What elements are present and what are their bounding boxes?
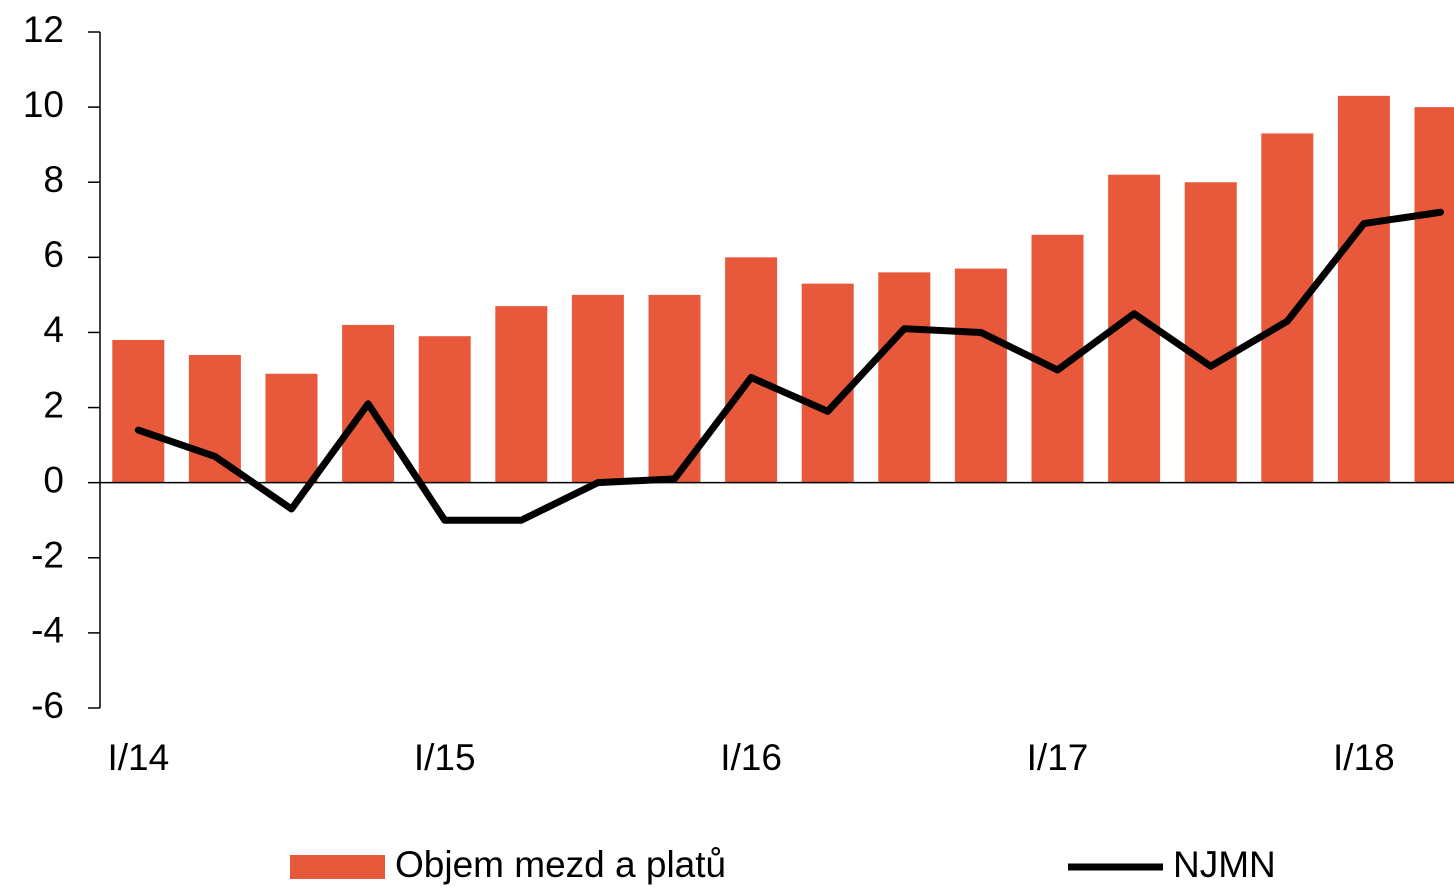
legend-swatch <box>290 855 385 879</box>
bar <box>571 294 624 483</box>
y-tick-label: 2 <box>43 384 64 425</box>
bar <box>112 339 165 483</box>
bar <box>188 354 241 483</box>
y-tick-label: -2 <box>31 535 64 576</box>
y-tick-label: 10 <box>23 84 64 125</box>
y-tick-label: 6 <box>43 234 64 275</box>
x-tick-label: I/15 <box>414 737 476 778</box>
bar <box>878 272 931 483</box>
x-tick-label: I/16 <box>720 737 782 778</box>
bar <box>1184 182 1237 483</box>
bar <box>495 306 548 483</box>
line <box>134 208 1444 524</box>
bar <box>801 283 854 483</box>
y-tick-label: -6 <box>31 685 64 726</box>
bar <box>265 373 318 483</box>
y-tick-label: 4 <box>43 309 64 350</box>
legend-label: NJMN <box>1173 844 1276 885</box>
y-tick-label: 0 <box>43 459 64 500</box>
bar <box>954 268 1007 483</box>
x-tick-label: I/14 <box>107 737 169 778</box>
y-tick-label: -4 <box>31 610 64 651</box>
bar <box>1261 133 1314 483</box>
y-tick-label: 12 <box>23 9 64 50</box>
y-tick-label: 8 <box>43 159 64 200</box>
bar <box>1414 107 1454 483</box>
x-tick-label: I/18 <box>1333 737 1395 778</box>
bar <box>418 336 471 483</box>
bar <box>1337 95 1390 483</box>
bar <box>725 257 778 483</box>
x-tick-label: I/17 <box>1027 737 1089 778</box>
legend-label: Objem mezd a platů <box>395 844 726 885</box>
